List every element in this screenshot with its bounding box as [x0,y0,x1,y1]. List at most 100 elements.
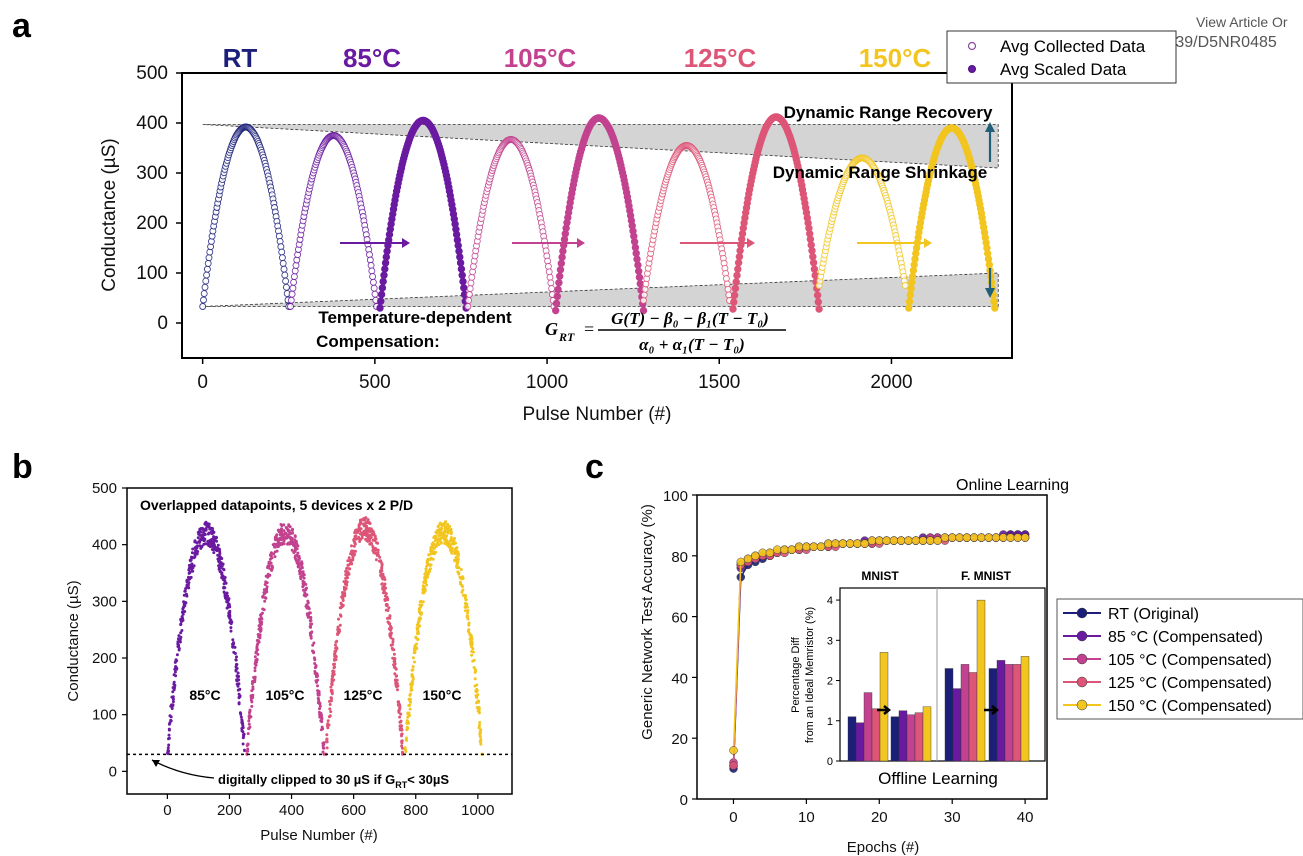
b-datapoint [331,672,335,676]
b-datapoint [282,523,286,527]
inset-ytick-label: 4 [827,595,833,607]
inset-bar [952,688,962,762]
b-datapoint [236,675,240,679]
b-datapoint [424,574,428,578]
inset-ylabel-2: from an Ideal Memristor (%) [804,607,816,743]
b-datapoint [391,637,395,641]
a-datapoint [730,298,738,306]
b-datapoint [202,530,206,534]
chart-c-title: Online Learning [956,477,1069,494]
b-datapoint [410,683,414,687]
a-datapoint [905,304,913,312]
b-datapoint [258,623,262,627]
b-datapoint [282,529,286,533]
b-datapoint [267,574,271,578]
b-datapoint [202,542,206,546]
b-datapoint [418,624,422,628]
b-datapoint [391,656,395,660]
b-datapoint [241,721,245,725]
b-datapoint [279,523,283,526]
b-datapoint [196,536,200,540]
c-series-point [926,536,935,545]
b-datapoint [255,647,259,651]
a-datapoint [634,261,642,269]
b-datapoint [436,528,440,532]
b-datapoint [337,631,341,635]
a-datapoint [810,265,819,273]
b-datapoint [237,701,241,705]
temp-label-b-125: 125°C [343,687,382,703]
b-datapoint [373,551,376,555]
b-datapoint [456,554,460,558]
b-datapoint [336,627,340,631]
b-datapoint [370,542,374,546]
clip-note: digitally clipped to 30 µS if GRT< 30µS [218,772,449,790]
b-datapoint [450,549,454,553]
c-series-point [955,533,964,542]
b-datapoint [268,557,272,561]
chart-a-frame [181,72,1013,359]
b-datapoint [405,736,408,740]
c-series-point [758,548,767,558]
b-datapoint [167,733,171,737]
b-datapoint [411,665,415,669]
inset-bar [976,599,986,762]
b-datapoint [342,587,346,591]
b-datapoint [416,632,420,636]
a-datapoint [905,297,914,306]
b-datapoint [290,542,294,546]
b-datapoint [381,572,385,576]
b-datapoint [284,531,288,535]
chart-c-xlabel: Epochs (#) [847,839,920,856]
chart-b-ylabel: Conductance (µS) [65,580,82,701]
b-datapoint [180,629,184,632]
a-datapoint [732,278,740,286]
b-datapoint [424,567,428,571]
b-datapoint [367,539,371,543]
b-datapoint [461,593,465,597]
recovery-arrowhead-up [985,122,995,132]
b-datapoint [471,659,475,663]
b-datapoint [177,648,181,652]
b-datapoint [470,653,474,657]
legend-c-label: 150 °C (Compensated) [1108,698,1272,715]
b-datapoint [173,670,177,674]
b-datapoint [470,650,474,653]
b-datapoint [421,600,425,604]
b-datapoint [234,669,238,673]
b-datapoint [311,643,315,647]
a-datapoint [282,277,290,285]
c-series-point [816,542,826,551]
b-datapoint [269,554,273,558]
b-datapoint [321,750,325,754]
b-datapoint [408,714,411,717]
a-datapoint [281,271,289,279]
c-series-point [969,533,979,542]
temp-shift-arrowhead [924,238,932,248]
shrinkage-annotation: Dynamic Range Shrinkage [773,163,987,182]
b-datapoint [448,524,451,528]
b-datapoint [321,744,325,748]
c-ytick-label: 100 [663,488,688,505]
formula-equals: = [584,319,594,339]
b-datapoint [171,686,175,690]
b-datapoint [272,542,276,546]
b-xtick-label: 800 [403,802,428,819]
b-datapoint [477,726,481,730]
b-datapoint [187,581,191,585]
b-datapoint [212,543,216,547]
b-datapoint [415,642,418,646]
a-datapoint [733,271,741,280]
view-article-link[interactable]: View Article Or [1196,14,1288,30]
b-datapoint [177,644,181,648]
b-datapoint [247,726,251,730]
inset-ylabel-1: Percentage Diff [790,636,802,713]
b-datapoint [204,527,208,531]
b-datapoint [385,595,389,599]
legend-label-collected: Avg Collected Data [1000,37,1146,56]
b-datapoint [171,690,175,694]
b-datapoint [344,569,348,573]
b-datapoint [446,522,450,526]
b-datapoint [222,590,226,594]
b-datapoint [234,665,238,669]
